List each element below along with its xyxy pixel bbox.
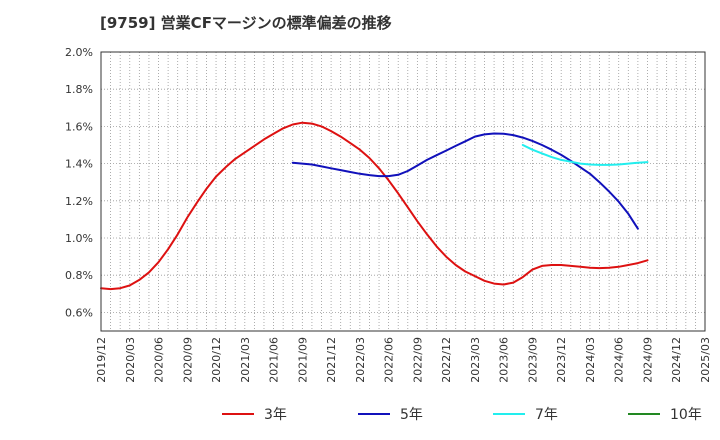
y-tick-label: 1.0%	[65, 232, 93, 245]
y-tick-label: 2.0%	[65, 46, 93, 59]
x-tick-label: 2020/03	[124, 337, 137, 383]
y-tick-label: 1.6%	[65, 120, 93, 133]
x-tick-label: 2020/06	[153, 337, 166, 383]
x-tick-label: 2022/06	[383, 337, 396, 383]
x-tick-label: 2024/09	[641, 337, 654, 383]
y-tick-label: 1.2%	[65, 195, 93, 208]
x-tick-label: 2022/12	[440, 337, 453, 383]
x-tick-label: 2024/06	[613, 337, 626, 383]
chart-title: [9759] 営業CFマージンの標準偏差の推移	[100, 14, 392, 32]
x-tick-label: 2021/09	[296, 337, 309, 383]
legend: 3年 5年 7年 10年	[222, 407, 702, 423]
x-tick-label: 2022/09	[411, 337, 424, 383]
series-line-3年	[100, 121, 649, 291]
x-tick-label: 2022/03	[354, 337, 367, 383]
x-tick-label: 2021/06	[268, 337, 281, 383]
series-line-5年	[291, 132, 639, 230]
plot-frame	[100, 51, 706, 332]
x-tick-label: 2023/09	[526, 337, 539, 383]
x-tick-label: 2021/12	[325, 337, 338, 383]
x-tick-label: 2024/03	[584, 337, 597, 383]
x-axis: 2019/12 2020/03 2020/06 2020/09 2020/12 2021/…	[95, 337, 712, 383]
x-tick-label: 2021/03	[239, 337, 252, 383]
legend-label: 10年	[670, 407, 702, 423]
x-tick-label: 2023/06	[498, 337, 511, 383]
y-tick-label: 0.8%	[65, 269, 93, 282]
x-tick-label: 2024/12	[670, 337, 683, 383]
x-tick-label: 2020/09	[181, 337, 194, 383]
series-layer	[100, 121, 649, 291]
x-tick-label: 2023/12	[555, 337, 568, 383]
x-tick-label: 2023/03	[469, 337, 482, 383]
y-axis: 0.6% 0.8% 1.0% 1.2% 1.4% 1.6% 1.8% 2.0%	[65, 46, 93, 319]
x-tick-label: 2025/03	[699, 337, 712, 383]
y-tick-label: 1.8%	[65, 83, 93, 96]
legend-label: 3年	[264, 407, 287, 423]
legend-label: 5年	[400, 407, 423, 423]
series-line-7年	[521, 144, 649, 166]
y-tick-label: 0.6%	[65, 306, 93, 319]
grid	[101, 51, 705, 331]
x-tick-label: 2020/12	[210, 337, 223, 383]
x-tick-label: 2019/12	[95, 337, 108, 383]
legend-label: 7年	[535, 407, 558, 423]
y-tick-label: 1.4%	[65, 158, 93, 171]
